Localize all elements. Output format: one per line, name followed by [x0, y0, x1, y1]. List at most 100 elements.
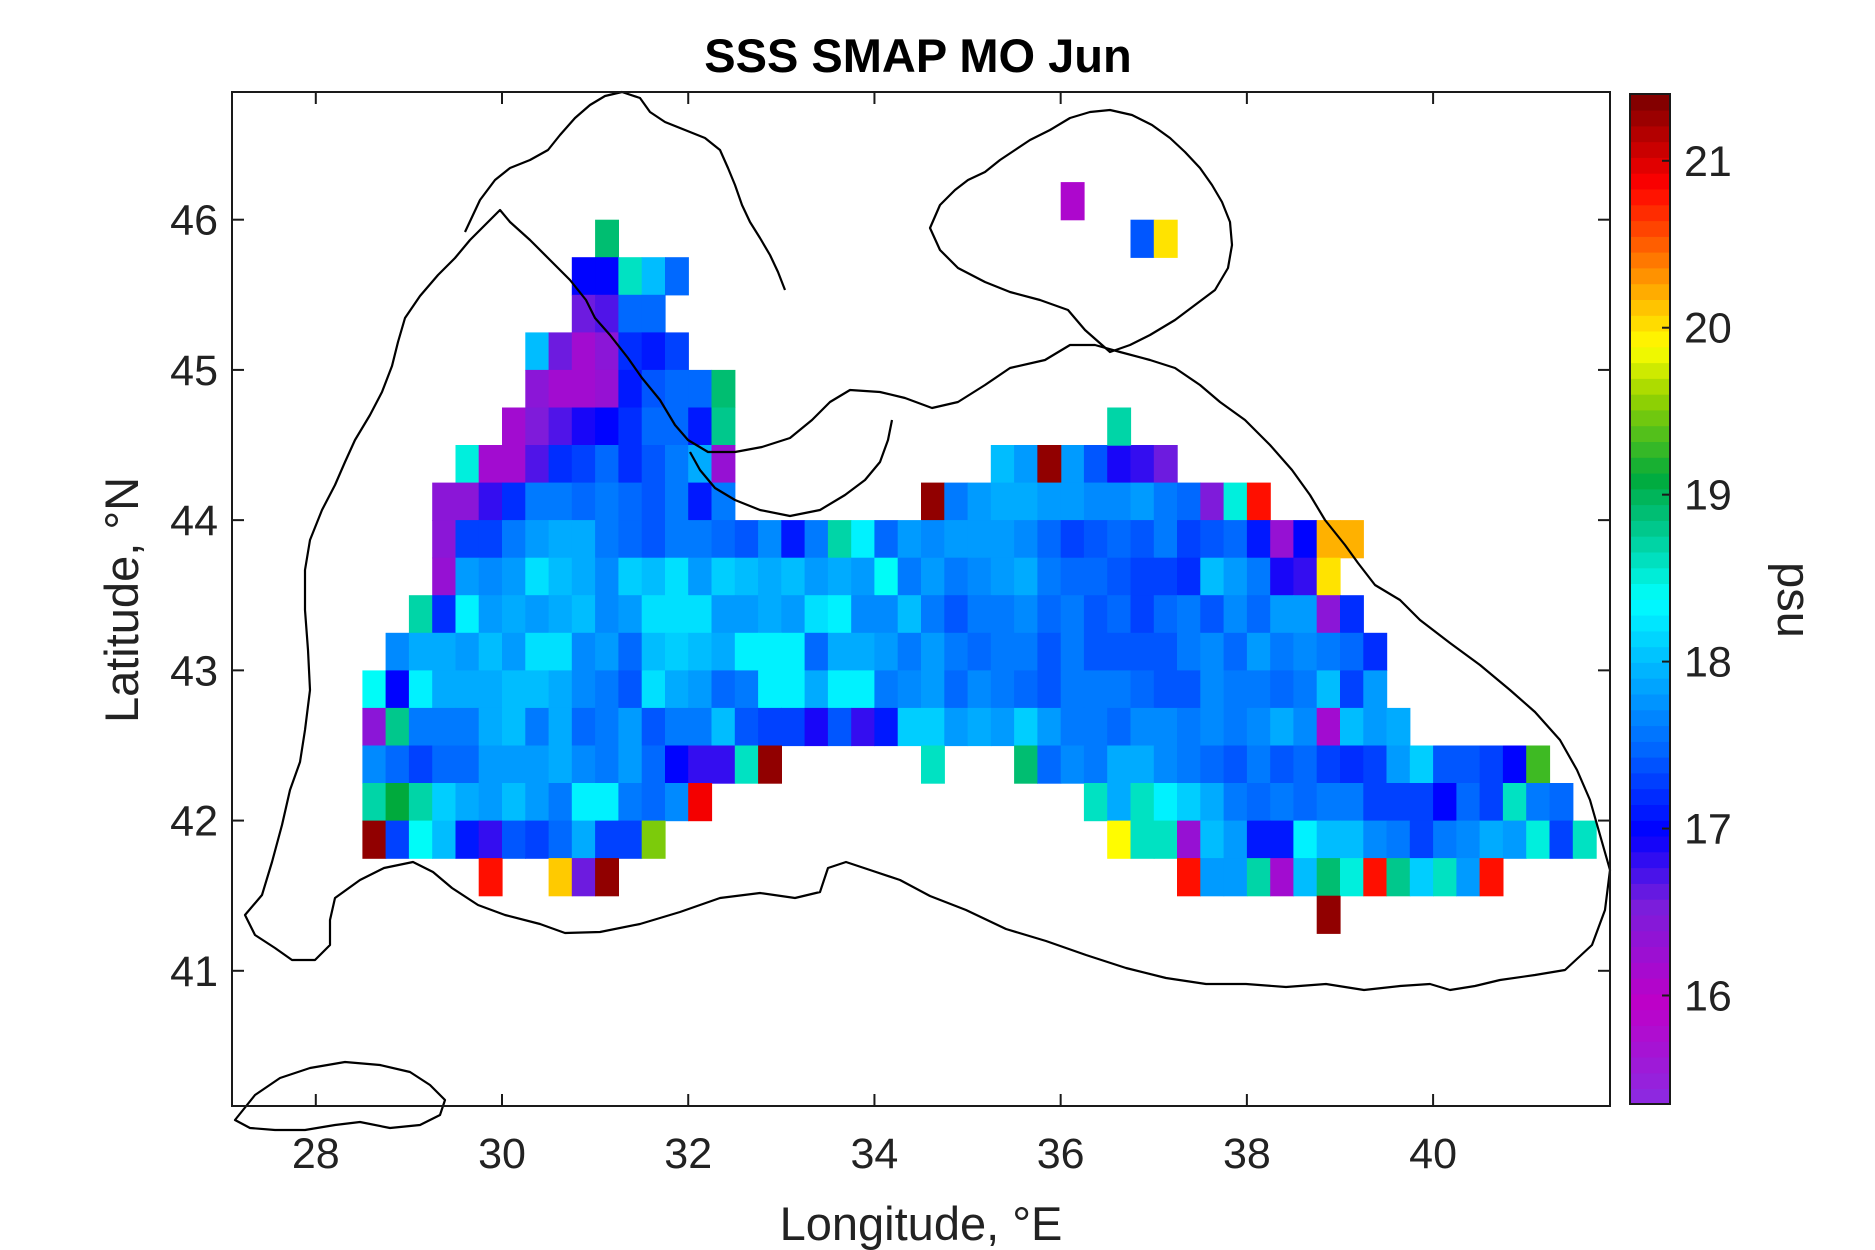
- salinity-cell: [897, 595, 922, 634]
- salinity-cell: [921, 482, 945, 521]
- salinity-cell: [478, 632, 503, 671]
- colorbar-band: [1630, 788, 1670, 805]
- salinity-cell: [1456, 783, 1481, 822]
- salinity-cell: [1060, 670, 1085, 709]
- salinity-cell: [571, 445, 596, 484]
- salinity-cell: [688, 482, 713, 521]
- salinity-cell: [455, 745, 480, 784]
- salinity-cell: [1200, 482, 1225, 521]
- colorbar: [1630, 94, 1670, 1105]
- salinity-cell: [1153, 632, 1178, 671]
- salinity-cell: [641, 294, 666, 333]
- salinity-cell: [851, 670, 876, 709]
- salinity-cell: [1177, 707, 1201, 747]
- salinity-cell: [1340, 745, 1364, 784]
- salinity-cell: [1270, 520, 1295, 559]
- salinity-cell: [432, 557, 457, 596]
- salinity-cell: [525, 482, 550, 521]
- salinity-cell: [1293, 670, 1318, 709]
- colorbar-band: [1630, 1025, 1670, 1042]
- salinity-cell: [1107, 445, 1132, 484]
- northwest-shelf-coast: [464, 90, 787, 291]
- salinity-cell: [548, 745, 573, 784]
- salinity-cell: [1316, 820, 1341, 859]
- salinity-cell: [804, 670, 829, 709]
- colorbar-band: [1630, 409, 1670, 427]
- salinity-cell: [688, 783, 713, 822]
- salinity-cell: [595, 707, 619, 747]
- salinity-cell: [618, 445, 643, 484]
- salinity-cell: [665, 670, 689, 709]
- colorbar-tick-label: 16: [1684, 972, 1732, 1020]
- salinity-cell: [758, 557, 782, 596]
- salinity-cell: [1014, 445, 1038, 484]
- salinity-cell: [455, 707, 480, 747]
- colorbar-band: [1630, 267, 1670, 285]
- x-tick-label: 40: [1409, 1130, 1457, 1178]
- salinity-cell: [665, 369, 689, 409]
- salinity-cell: [967, 632, 992, 671]
- salinity-cell: [1293, 632, 1318, 671]
- salinity-cell: [1107, 557, 1132, 596]
- salinity-cell: [781, 520, 806, 559]
- salinity-cell: [571, 294, 596, 333]
- y-tick-label: 42: [170, 798, 218, 846]
- salinity-cell: [665, 445, 689, 484]
- salinity-cell: [1200, 745, 1225, 784]
- salinity-cell: [455, 595, 480, 634]
- salinity-cell: [595, 820, 619, 859]
- salinity-cell: [665, 332, 689, 371]
- salinity-cell: [502, 632, 526, 671]
- salinity-cell: [1060, 520, 1085, 559]
- salinity-cell: [1177, 520, 1201, 559]
- salinity-cell: [1153, 219, 1178, 258]
- salinity-cell: [408, 820, 433, 859]
- salinity-cell: [827, 632, 852, 671]
- salinity-cell: [1130, 520, 1155, 559]
- salinity-cell: [548, 632, 573, 671]
- salinity-cell: [1340, 820, 1364, 859]
- salinity-cell: [688, 520, 713, 559]
- salinity-cell: [595, 783, 619, 822]
- salinity-cell: [1083, 595, 1108, 634]
- salinity-cell: [641, 670, 666, 709]
- salinity-cell: [432, 707, 457, 747]
- salinity-cell: [827, 520, 852, 559]
- salinity-cell: [711, 520, 736, 559]
- salinity-cell: [618, 482, 643, 521]
- salinity-cell: [874, 632, 899, 671]
- salinity-cell: [1316, 895, 1341, 934]
- salinity-cell: [921, 670, 945, 709]
- salinity-cell: [1177, 783, 1201, 822]
- colorbar-band: [1630, 930, 1670, 947]
- colorbar-band: [1630, 599, 1670, 616]
- salinity-cell: [1363, 632, 1388, 671]
- salinity-cell: [781, 595, 806, 634]
- salinity-cell: [1363, 820, 1388, 859]
- salinity-cell: [525, 445, 550, 484]
- colorbar-band: [1630, 157, 1670, 174]
- colorbar-band: [1630, 236, 1670, 253]
- salinity-cell: [897, 670, 922, 709]
- colorbar-band: [1630, 1040, 1670, 1058]
- salinity-cell: [502, 595, 526, 634]
- salinity-cell: [595, 294, 619, 333]
- salinity-cell: [944, 670, 969, 709]
- salinity-cell: [595, 520, 619, 559]
- colorbar-band: [1630, 993, 1670, 1011]
- salinity-cell: [1479, 820, 1504, 859]
- salinity-cell: [408, 595, 433, 634]
- salinity-cell: [1177, 745, 1201, 784]
- salinity-cell: [874, 520, 899, 559]
- salinity-cell: [1177, 820, 1201, 859]
- salinity-cell: [1083, 482, 1108, 521]
- salinity-cell: [1340, 632, 1364, 671]
- salinity-cell: [1340, 595, 1364, 634]
- salinity-cell: [548, 369, 573, 409]
- salinity-cell: [827, 557, 852, 596]
- salinity-cell: [571, 632, 596, 671]
- colorbar-band: [1630, 204, 1670, 222]
- salinity-cell: [734, 595, 759, 634]
- salinity-cell: [851, 707, 876, 747]
